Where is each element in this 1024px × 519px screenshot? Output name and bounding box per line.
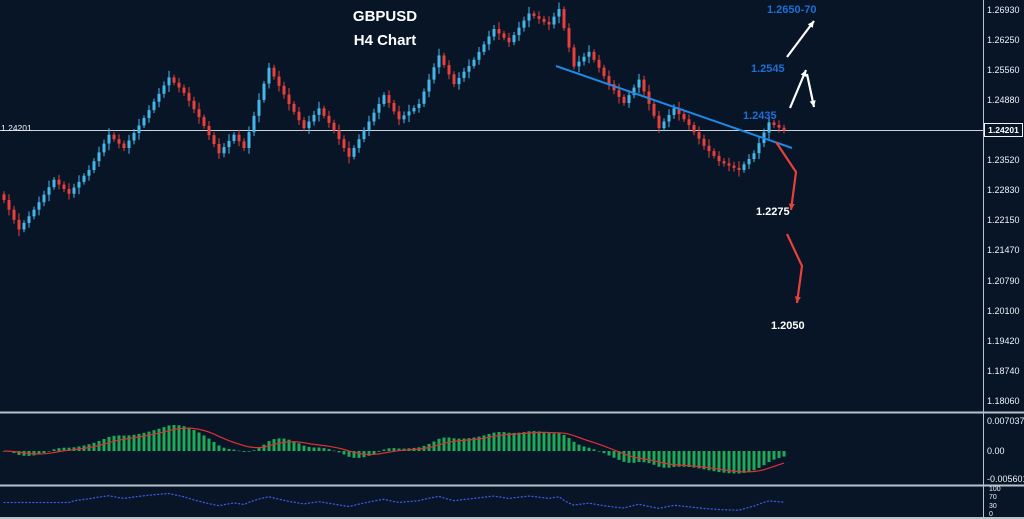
current-price-tag: 1.24201 [984, 123, 1023, 137]
